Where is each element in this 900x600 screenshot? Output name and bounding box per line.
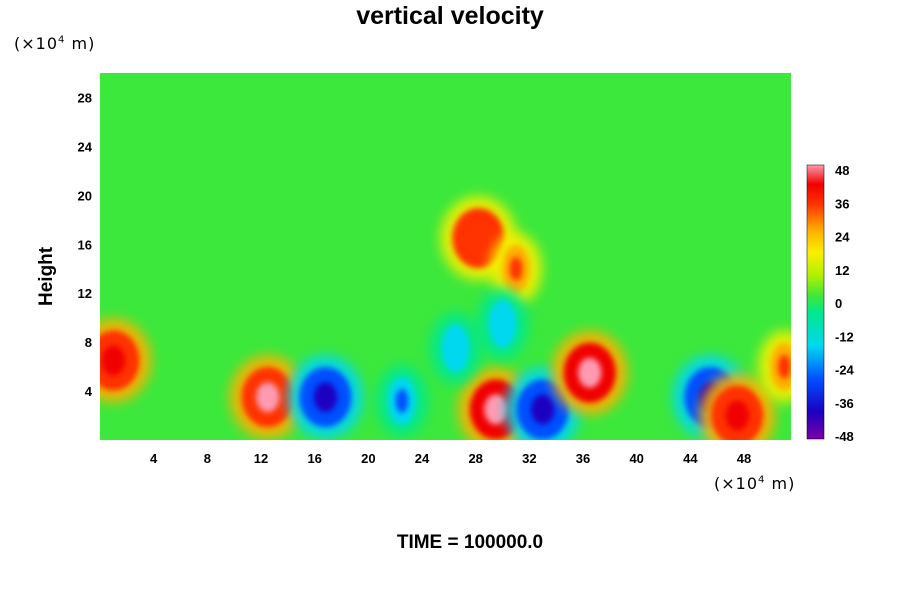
y-axis-unit: (×104 m) — [14, 34, 96, 53]
colorbar-tick-label: 36 — [835, 196, 849, 211]
y-axis-ticks: 4 8 12 16 20 24 28 — [78, 90, 93, 399]
feature-core — [531, 394, 555, 425]
colorbar-tick-label: -48 — [835, 429, 854, 444]
x-tick-label: 4 — [150, 451, 158, 466]
chart-title: vertical velocity — [356, 2, 544, 30]
y-tick-label: 28 — [78, 90, 92, 105]
y-tick-label: 12 — [78, 286, 92, 301]
feature-core — [578, 357, 602, 388]
colorbar-tick-label: 24 — [835, 230, 850, 245]
x-tick-label: 8 — [204, 451, 211, 466]
y-tick-label: 8 — [85, 335, 92, 350]
x-tick-label: 20 — [361, 451, 375, 466]
x-tick-label: 16 — [307, 451, 321, 466]
feature-core — [484, 394, 508, 425]
y-tick-label: 24 — [78, 139, 93, 154]
colorbar-tick-label: 0 — [835, 296, 842, 311]
colorbar-tick-label: -12 — [835, 329, 854, 344]
y-tick-label: 4 — [85, 384, 93, 399]
feature-core — [725, 400, 750, 431]
y-tick-label: 16 — [78, 237, 92, 252]
feature-core — [395, 388, 409, 413]
plot-area — [100, 73, 791, 440]
feature-core — [101, 345, 126, 376]
feature-core — [466, 223, 491, 254]
x-tick-label: 28 — [468, 451, 482, 466]
colorbar-ticks: 48 36 24 12 0 -12 -24 -36 -48 — [835, 163, 855, 444]
velocity-features — [100, 196, 791, 440]
x-tick-label: 44 — [683, 451, 698, 466]
x-axis-ticks: 4 8 12 16 20 24 28 32 36 40 44 48 — [150, 451, 751, 466]
feature-core — [496, 311, 509, 336]
x-tick-label: 40 — [629, 451, 643, 466]
x-tick-label: 12 — [254, 451, 268, 466]
x-tick-label: 48 — [737, 451, 751, 466]
x-tick-label: 24 — [415, 451, 430, 466]
feature-core — [777, 354, 791, 379]
colorbar — [806, 164, 825, 440]
colorbar-tick-label: 48 — [835, 163, 849, 178]
feature-core — [449, 336, 462, 361]
feature-core — [509, 256, 523, 281]
colorbar-tick-label: -24 — [835, 363, 855, 378]
colorbar-tick-label: -36 — [835, 396, 854, 411]
x-tick-label: 36 — [576, 451, 590, 466]
y-tick-label: 20 — [78, 188, 92, 203]
x-axis-unit: (×104 m) — [714, 474, 796, 493]
x-tick-label: 32 — [522, 451, 536, 466]
feature-core — [313, 382, 338, 413]
feature-core — [256, 382, 280, 413]
time-label: TIME = 100000.0 — [396, 532, 544, 553]
colorbar-tick-label: 12 — [835, 263, 849, 278]
